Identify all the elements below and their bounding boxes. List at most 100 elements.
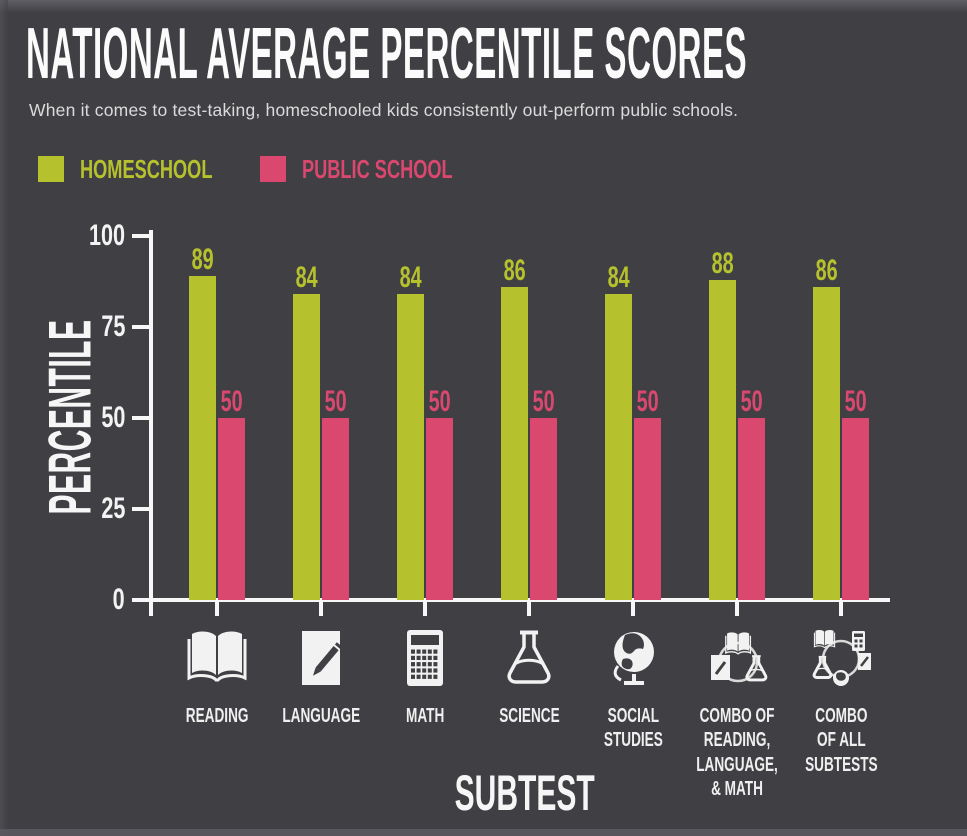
homeschool-bar bbox=[709, 280, 736, 600]
bar-value-text: 86 bbox=[503, 254, 526, 287]
bar-value-text: 50 bbox=[740, 385, 763, 418]
category-label: COMBO OF READING, LANGUAGE, & MATH bbox=[677, 704, 797, 802]
bar-value-text: 84 bbox=[607, 261, 630, 294]
bar-value-label: 84 bbox=[275, 263, 339, 293]
y-tick-label: 0 bbox=[45, 583, 125, 616]
bar-value-label: 89 bbox=[171, 245, 235, 275]
page-subtitle: When it comes to test-taking, homeschool… bbox=[29, 100, 739, 120]
flask-icon bbox=[497, 626, 561, 690]
y-tick-label: 75 bbox=[45, 310, 125, 343]
bar-value-text: 84 bbox=[399, 261, 422, 294]
bar-value-text: 84 bbox=[295, 261, 318, 294]
bar-value-label: 50 bbox=[304, 387, 368, 417]
bar-value-label: 50 bbox=[616, 387, 680, 417]
y-tick-label: 100 bbox=[45, 219, 125, 252]
category-label-text: SCIENCE bbox=[498, 705, 560, 727]
x-axis-line bbox=[137, 598, 890, 602]
bar-value-text: 50 bbox=[844, 385, 867, 418]
public-school-bar bbox=[426, 418, 453, 600]
legend-label-public-school: PUBLIC SCHOOL bbox=[302, 154, 453, 184]
x-tick bbox=[527, 602, 531, 616]
public-school-bar bbox=[530, 418, 557, 600]
bar-value-label: 86 bbox=[483, 256, 547, 286]
public-school-bar bbox=[218, 418, 245, 600]
bar-value-text: 86 bbox=[815, 254, 838, 287]
y-tick bbox=[132, 234, 149, 238]
x-tick bbox=[735, 602, 739, 616]
public-school-bar bbox=[634, 418, 661, 600]
bar-value-label: 50 bbox=[720, 387, 784, 417]
category-label-text: READING bbox=[185, 705, 249, 727]
left-edge-highlight bbox=[0, 0, 8, 836]
bar-value-text: 50 bbox=[324, 385, 347, 418]
globe-icon bbox=[601, 626, 665, 690]
homeschool-bar bbox=[605, 294, 632, 600]
paper-and-pen-icon bbox=[289, 626, 353, 690]
public-school-bar bbox=[738, 418, 765, 600]
top-edge-highlight bbox=[0, 0, 967, 13]
category-label: SOCIAL STUDIES bbox=[573, 704, 693, 753]
bar-value-label: 50 bbox=[512, 387, 576, 417]
category-label: MATH bbox=[365, 704, 485, 728]
homeschool-bar bbox=[397, 294, 424, 600]
homeschool-bar bbox=[189, 276, 216, 600]
bar-value-label: 86 bbox=[795, 256, 859, 286]
bar-value-text: 50 bbox=[532, 385, 555, 418]
y-tick-label: 50 bbox=[45, 401, 125, 434]
y-tick bbox=[132, 507, 149, 511]
combo-all-subtests-icon bbox=[809, 626, 873, 690]
category-label-text: MATH bbox=[405, 705, 445, 727]
bar-value-label: 88 bbox=[691, 249, 755, 279]
y-tick-label: 25 bbox=[45, 494, 125, 524]
homeschool-bar bbox=[501, 287, 528, 600]
x-tick bbox=[319, 602, 323, 616]
y-tick-label-text: 100 bbox=[88, 219, 125, 252]
legend-item-homeschool: HOMESCHOOL bbox=[38, 155, 269, 183]
bar-value-label: 84 bbox=[587, 263, 651, 293]
category-label: SCIENCE bbox=[469, 704, 589, 728]
bar-value-label: 84 bbox=[379, 263, 443, 293]
x-axis-title: SUBTEST bbox=[454, 765, 595, 821]
y-tick bbox=[132, 416, 149, 420]
y-tick bbox=[132, 325, 149, 329]
legend-label-homeschool: HOMESCHOOL bbox=[80, 154, 213, 184]
y-tick-label-text: 75 bbox=[100, 310, 125, 343]
combo-reading-language-math-icon bbox=[705, 626, 769, 690]
y-tick-label-text: 50 bbox=[100, 401, 125, 434]
bar-value-text: 89 bbox=[191, 243, 214, 276]
bottom-edge-highlight bbox=[0, 829, 967, 836]
bar-value-text: 50 bbox=[428, 385, 451, 418]
x-tick bbox=[215, 602, 219, 616]
bar-value-label: 50 bbox=[824, 387, 888, 417]
y-tick-label-text: 0 bbox=[112, 583, 125, 616]
public-school-swatch-icon bbox=[260, 156, 286, 182]
y-tick bbox=[132, 598, 149, 602]
public-school-bar bbox=[842, 418, 869, 600]
category-label: LANGUAGE bbox=[261, 704, 381, 728]
homeschool-bar bbox=[813, 287, 840, 600]
homeschool-swatch-icon bbox=[38, 156, 64, 182]
bar-value-text: 50 bbox=[636, 385, 659, 418]
category-label: READING bbox=[157, 704, 277, 728]
x-tick bbox=[631, 602, 635, 616]
category-label-text: LANGUAGE bbox=[282, 705, 360, 727]
homeschool-bar bbox=[293, 294, 320, 600]
bar-value-label: 50 bbox=[408, 387, 472, 417]
category-label: COMBO OF ALL SUBTESTS bbox=[781, 704, 901, 777]
bar-value-label: 50 bbox=[200, 387, 264, 417]
bar-value-text: 50 bbox=[220, 385, 243, 418]
calculator-icon bbox=[393, 626, 457, 690]
legend-item-public-school: PUBLIC SCHOOL bbox=[260, 155, 517, 183]
category-label-text: SOCIAL STUDIES bbox=[603, 705, 663, 752]
public-school-bar bbox=[322, 418, 349, 600]
x-tick bbox=[423, 602, 427, 616]
category-label-text: COMBO OF ALL SUBTESTS bbox=[804, 705, 878, 776]
page-title: NATIONAL AVERAGE PERCENTILE SCORES bbox=[26, 14, 748, 94]
x-tick bbox=[839, 602, 843, 616]
bar-value-text: 88 bbox=[711, 247, 734, 280]
y-axis-line bbox=[149, 230, 153, 616]
category-label-text: COMBO OF READING, LANGUAGE, & MATH bbox=[696, 705, 778, 801]
open-book-icon bbox=[185, 626, 249, 690]
